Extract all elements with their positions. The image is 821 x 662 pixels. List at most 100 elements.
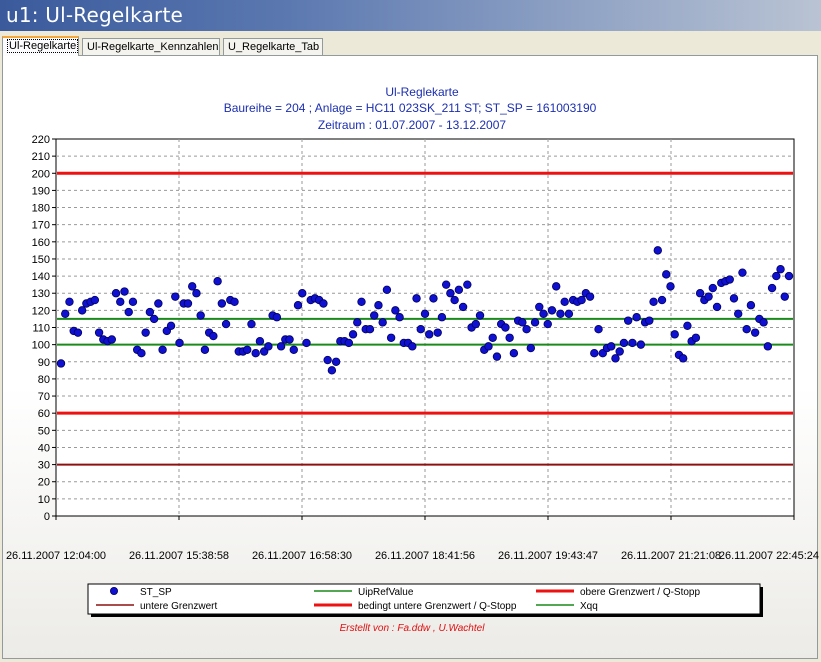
y-tick-label: 160 — [32, 237, 50, 249]
data-point — [454, 285, 464, 294]
data-point — [149, 314, 159, 324]
window-titlebar: u1: Ul-Regelkarte — [0, 0, 821, 31]
data-point — [488, 333, 497, 342]
data-point — [243, 345, 252, 354]
chart-subtitle: Baureihe = 204 ; Anlage = HC11 023SK_211… — [224, 101, 597, 115]
data-point — [251, 349, 260, 358]
data-point — [158, 345, 167, 354]
y-tick-label: 30 — [38, 460, 50, 472]
data-point — [348, 330, 358, 339]
window-title: u1: Ul-Regelkarte — [6, 3, 184, 27]
data-point — [370, 311, 379, 320]
data-point — [247, 319, 256, 329]
data-point — [666, 282, 675, 291]
x-tick-label: 26.11.2007 19:43:47 — [498, 550, 598, 562]
data-point — [217, 299, 227, 308]
y-tick-label: 180 — [32, 203, 50, 215]
data-point — [767, 283, 777, 293]
data-point — [73, 328, 83, 337]
data-point — [141, 328, 150, 337]
y-tick-label: 220 — [32, 134, 50, 146]
footer-credit: Erstellt von : Fa.ddw , U.Wachtel — [340, 623, 486, 634]
data-point — [65, 297, 74, 306]
data-point — [285, 335, 294, 344]
data-point — [543, 319, 552, 329]
data-point — [704, 292, 713, 301]
data-point — [107, 335, 116, 344]
data-point — [594, 325, 603, 334]
chart-period: Zeitraum : 01.07.2007 - 13.12.2007 — [318, 118, 506, 132]
data-point — [437, 313, 447, 322]
x-axis: 26.11.2007 12:04:00 26.11.2007 15:38:58 26… — [6, 516, 819, 562]
y-tick-label: 70 — [38, 391, 50, 403]
x-tick-label: 26.11.2007 15:38:58 — [129, 550, 229, 562]
y-tick-label: 80 — [38, 374, 50, 386]
y-tick-label: 120 — [32, 305, 50, 317]
legend-label: Xqq — [580, 601, 598, 612]
data-point — [607, 342, 616, 351]
data-point — [446, 289, 455, 298]
x-tick-label: 26.11.2007 16:58:30 — [252, 550, 352, 562]
data-point — [56, 359, 66, 368]
x-tick-label: 26.11.2007 12:04:00 — [6, 550, 106, 562]
data-point — [276, 342, 286, 351]
data-point — [501, 323, 510, 332]
data-point — [653, 246, 662, 255]
legend-box — [87, 583, 761, 615]
data-point — [433, 328, 442, 337]
data-point — [412, 294, 421, 303]
data-point — [188, 282, 197, 291]
data-point — [353, 318, 362, 327]
data-point — [327, 366, 337, 375]
data-point — [712, 302, 722, 312]
y-tick-label: 50 — [38, 425, 50, 437]
tab-u-regelkarte-tab[interactable]: U_Regelkarte_Tab — [223, 38, 323, 55]
y-tick-label: 210 — [32, 151, 50, 163]
data-point — [120, 287, 129, 296]
y-tick-label: 60 — [38, 408, 50, 420]
data-point — [408, 342, 417, 351]
data-point — [196, 311, 205, 320]
y-tick-label: 100 — [32, 340, 50, 352]
data-point — [619, 338, 629, 348]
legend: ST_SP UipRefValue obere Grenzwert / Q-Stop… — [87, 583, 763, 617]
legend-label: obere Grenzwert / Q-Stopp — [580, 587, 700, 598]
data-point — [522, 325, 531, 334]
y-tick-label: 170 — [32, 220, 50, 232]
data-point — [734, 309, 743, 318]
data-point — [175, 338, 184, 348]
data-point — [94, 328, 104, 337]
tab-ul-regelkarte-kennzahlen[interactable]: Ul-Regelkarte_Kennzahlen — [82, 38, 220, 55]
data-point — [636, 340, 646, 349]
data-point — [429, 294, 438, 303]
data-point — [535, 302, 544, 312]
data-point — [505, 333, 514, 342]
data-point — [611, 354, 620, 363]
data-point — [738, 268, 747, 277]
data-point — [683, 321, 692, 330]
data-point — [725, 275, 734, 284]
data-point — [750, 328, 760, 337]
data-point — [416, 325, 425, 334]
data-point — [649, 297, 658, 306]
data-point — [695, 289, 705, 298]
data-point — [475, 311, 485, 320]
data-point — [539, 309, 548, 318]
data-point — [319, 299, 328, 308]
data-point — [171, 292, 180, 301]
tab-ul-regelkarte[interactable]: Ul-Regelkarte — [2, 36, 79, 56]
data-point — [746, 301, 756, 310]
data-point — [518, 318, 527, 327]
data-point — [154, 299, 163, 308]
data-point — [128, 297, 138, 306]
chart-title: Ul-Reglekarte — [385, 85, 459, 99]
x-tick-label: 26.11.2007 22:45:24 — [719, 550, 819, 562]
data-point — [450, 295, 459, 305]
data-point — [678, 354, 688, 363]
data-point — [365, 325, 375, 334]
data-point — [708, 283, 718, 293]
y-tick-label: 140 — [32, 271, 50, 283]
data-point — [772, 271, 781, 281]
data-point — [615, 347, 624, 356]
data-point — [632, 313, 641, 322]
